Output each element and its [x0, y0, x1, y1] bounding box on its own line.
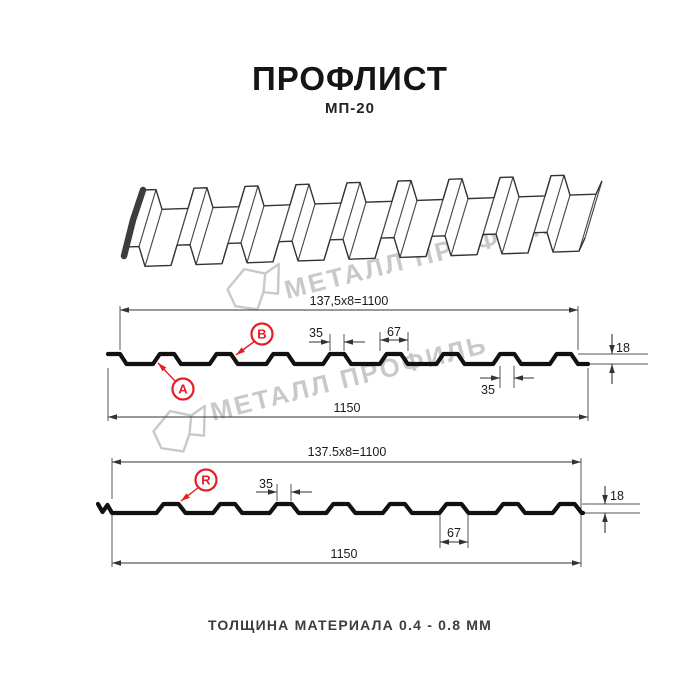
- sheet-cut-edge: [120, 186, 147, 260]
- dimension-arrow: [344, 339, 353, 345]
- dimension-arrow: [440, 539, 449, 545]
- rib-edge-line: [444, 178, 463, 236]
- rib-edge-line: [552, 194, 571, 253]
- sheet-front-edge: [125, 231, 586, 268]
- rib-edge-line: [450, 198, 469, 256]
- rib-edge-line: [342, 182, 361, 240]
- material-thickness-note: ТОЛЩИНА МАТЕРИАЛА 0.4 - 0.8 ММ: [207, 617, 493, 633]
- dimension-arrow: [579, 414, 588, 420]
- brand-logo-icon: [226, 262, 281, 311]
- label-marker-a: A: [157, 362, 195, 401]
- dimension-arrow: [399, 337, 408, 343]
- brand-logo-icon: [152, 404, 207, 453]
- label-b-text: B: [257, 327, 266, 342]
- sheet-3d-view: [120, 174, 603, 268]
- rib-edge-line: [348, 202, 367, 260]
- dim-profile-height-r: 18: [610, 489, 624, 503]
- watermark-middle: МЕТАЛЛ ПРОФИЛЬ: [152, 329, 491, 453]
- rib-edge-line: [189, 187, 208, 245]
- dimension-arrow: [268, 489, 277, 495]
- rib-edge-line: [291, 184, 310, 242]
- dim-rib-bottom-width-r: 67: [447, 526, 461, 540]
- label-r-arrow: [181, 493, 190, 501]
- dimension-arrow: [602, 495, 608, 504]
- dimension-arrow: [572, 459, 581, 465]
- dim-coverage-width-ab: 137,5x8=1100: [310, 294, 389, 308]
- label-b-arrow: [236, 347, 245, 355]
- label-r-circle: [194, 468, 218, 492]
- profile-outline-r: [95, 501, 586, 516]
- dimension-arrow: [569, 307, 578, 313]
- rib-edge-line: [393, 180, 412, 238]
- sheet-back-edge: [142, 174, 603, 211]
- rib-edge-line: [138, 189, 157, 247]
- sheet-surface: [126, 175, 602, 267]
- dimension-arrow: [609, 364, 615, 373]
- dim-total-width-r: 1150: [331, 547, 358, 561]
- dimension-arrow: [108, 414, 117, 420]
- dimension-arrow: [120, 307, 129, 313]
- dim-rib-bottom-width-ab: 67: [387, 325, 401, 339]
- label-r-text: R: [201, 473, 211, 488]
- label-a-arrow: [158, 363, 167, 372]
- rib-edge-line: [584, 180, 603, 239]
- rib-edge-line: [546, 175, 565, 233]
- dimension-arrow: [112, 459, 121, 465]
- rib-edge-line: [195, 207, 214, 265]
- dimension-arrow: [459, 539, 468, 545]
- label-b-circle: [250, 322, 274, 346]
- profile-model-subtitle: МП-20: [325, 100, 375, 117]
- dimension-arrow: [380, 337, 389, 343]
- profile-section-ab: [105, 306, 648, 421]
- dimension-arrow: [514, 375, 523, 381]
- profile-outline-ab: [105, 351, 591, 367]
- rib-edge-line: [246, 205, 265, 263]
- rib-edge-line: [240, 185, 259, 244]
- dimension-arrow: [291, 489, 300, 495]
- rib-edge-line: [495, 176, 514, 235]
- dimension-arrow: [572, 560, 581, 566]
- label-marker-r: R: [180, 468, 218, 502]
- dim-profile-height-ab: 18: [616, 341, 630, 355]
- dimension-arrow: [491, 375, 500, 381]
- rib-edge-line: [399, 200, 418, 258]
- dim-coverage-width-r: 137.5x8=1100: [308, 445, 387, 459]
- dim-rib-top-width-r: 35: [259, 477, 273, 491]
- dimension-arrow: [321, 339, 330, 345]
- dim-total-width-ab: 1150: [334, 401, 361, 415]
- label-a-circle: [171, 377, 195, 401]
- page-title: ПРОФЛИСТ: [252, 60, 448, 97]
- label-marker-b: B: [235, 322, 274, 356]
- rib-edge-line: [501, 196, 520, 255]
- rib-edge-line: [578, 193, 597, 252]
- rib-edge-line: [144, 209, 163, 267]
- rib-edge-line: [297, 203, 316, 262]
- dim-rib-top-width-ab: 35: [309, 326, 323, 340]
- dim-overlap-rib-ab: 35: [481, 383, 495, 397]
- profile-section-r: [95, 458, 640, 567]
- dimension-arrow: [112, 560, 121, 566]
- label-a-text: A: [178, 382, 188, 397]
- dimension-arrow: [602, 513, 608, 522]
- dimension-arrow: [609, 345, 615, 354]
